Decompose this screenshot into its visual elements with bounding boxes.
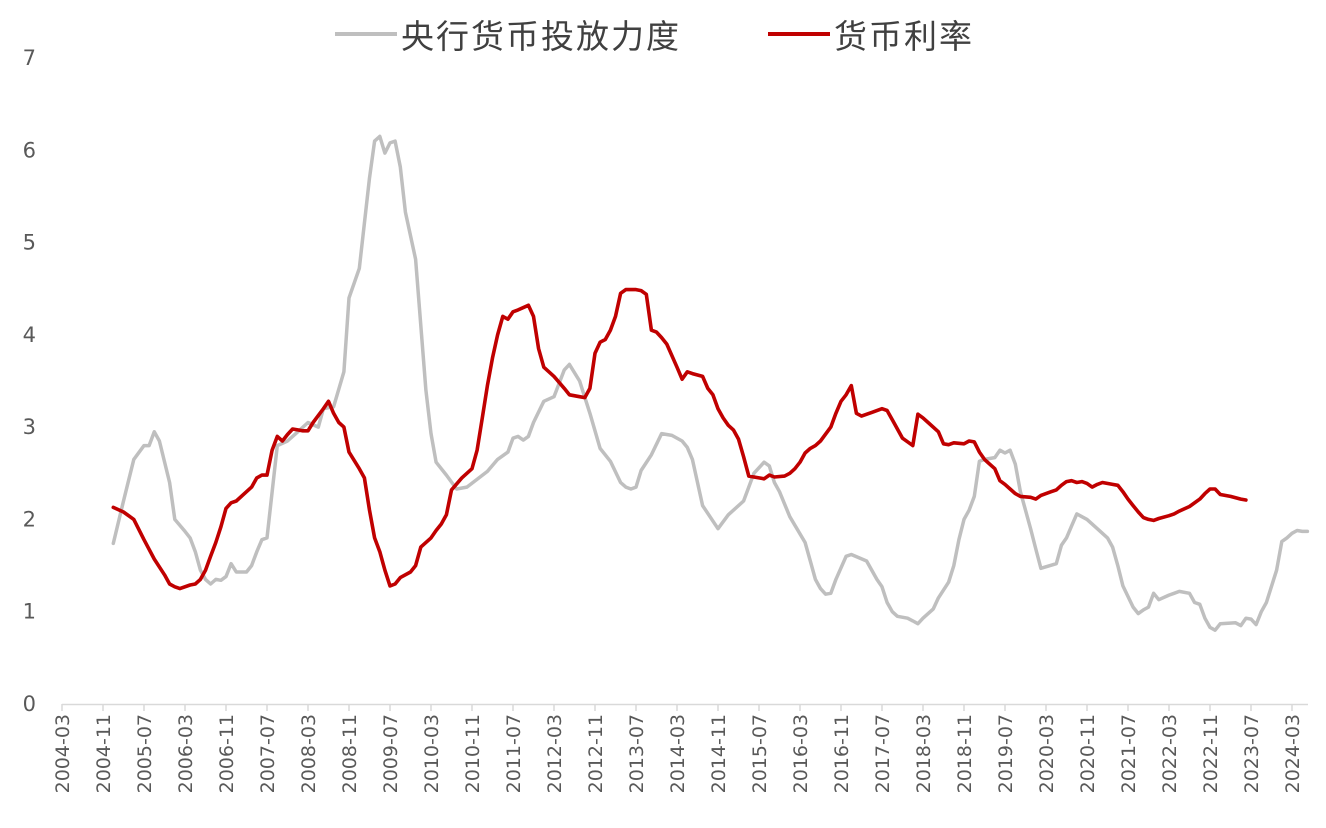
x-tick-label: 2008-11: [339, 714, 361, 793]
legend-label-series-1: 央行货币投放力度: [401, 17, 681, 56]
y-tick-label: 4: [23, 323, 36, 347]
x-tick-label: 2012-11: [585, 714, 607, 793]
legend-swatch-gray: [335, 32, 397, 36]
y-tick-label: 0: [23, 692, 36, 716]
series-lines: [111, 134, 1310, 632]
x-tick-label: 2006-11: [216, 714, 238, 793]
x-tick-label: 2011-07: [503, 714, 525, 793]
x-tick-label: 2012-03: [544, 714, 566, 793]
x-tick-label: 2010-11: [462, 714, 484, 793]
x-tick-label: 2014-11: [708, 714, 730, 793]
x-tick-label: 2004-11: [93, 714, 115, 793]
x-tick-label: 2022-11: [1200, 714, 1222, 793]
x-tick-label: 2024-03: [1282, 714, 1304, 793]
y-tick-label: 3: [23, 415, 36, 439]
x-tick-label: 2019-07: [995, 714, 1017, 793]
y-tick-label: 1: [23, 600, 36, 624]
y-axis-labels: 0 1 2 3 4 5 6 7: [23, 46, 36, 716]
x-tick-label: 2023-07: [1241, 714, 1263, 793]
legend-item-series-1: 央行货币投放力度: [335, 6, 681, 62]
legend-swatch-red: [768, 32, 830, 36]
x-tick-label: 2006-03: [175, 714, 197, 793]
x-tick-label: 2018-03: [913, 714, 935, 793]
x-tick-label: 2009-07: [380, 714, 402, 793]
y-tick-label: 7: [23, 46, 36, 70]
x-tick-label: 2015-07: [749, 714, 771, 793]
x-tick-label: 2018-11: [954, 714, 976, 793]
y-tick-label: 6: [23, 138, 36, 162]
y-tick-label: 5: [23, 231, 36, 255]
x-tick-label: 2022-03: [1159, 714, 1181, 793]
legend-label-series-2: 货币利率: [834, 17, 974, 56]
x-tick-label: 2014-03: [667, 714, 689, 793]
x-tick-label: 2016-03: [790, 714, 812, 793]
x-tick-label: 2021-07: [1118, 714, 1140, 793]
series-line-2: [111, 287, 1248, 591]
series-line-1: [111, 134, 1310, 632]
x-tick-label: 2007-07: [257, 714, 279, 793]
x-tick-label: 2016-11: [831, 714, 853, 793]
x-tick-label: 2010-03: [421, 714, 443, 793]
x-tick-label: 2017-07: [872, 714, 894, 793]
legend: 央行货币投放力度 货币利率: [0, 6, 1326, 62]
x-tick-label: 2008-03: [298, 714, 320, 793]
x-tick-label: 2013-07: [626, 714, 648, 793]
y-tick-label: 2: [23, 507, 36, 531]
x-axis: 2004-03 2004-11 2005-07 2006-03 2006-11 2007-…: [52, 703, 1308, 793]
x-tick-label: 2005-07: [134, 714, 156, 793]
x-tick-label: 2020-03: [1036, 714, 1058, 793]
x-tick-label: 2004-03: [52, 714, 74, 793]
legend-item-series-2: 货币利率: [768, 6, 974, 62]
x-tick-label: 2020-11: [1077, 714, 1099, 793]
